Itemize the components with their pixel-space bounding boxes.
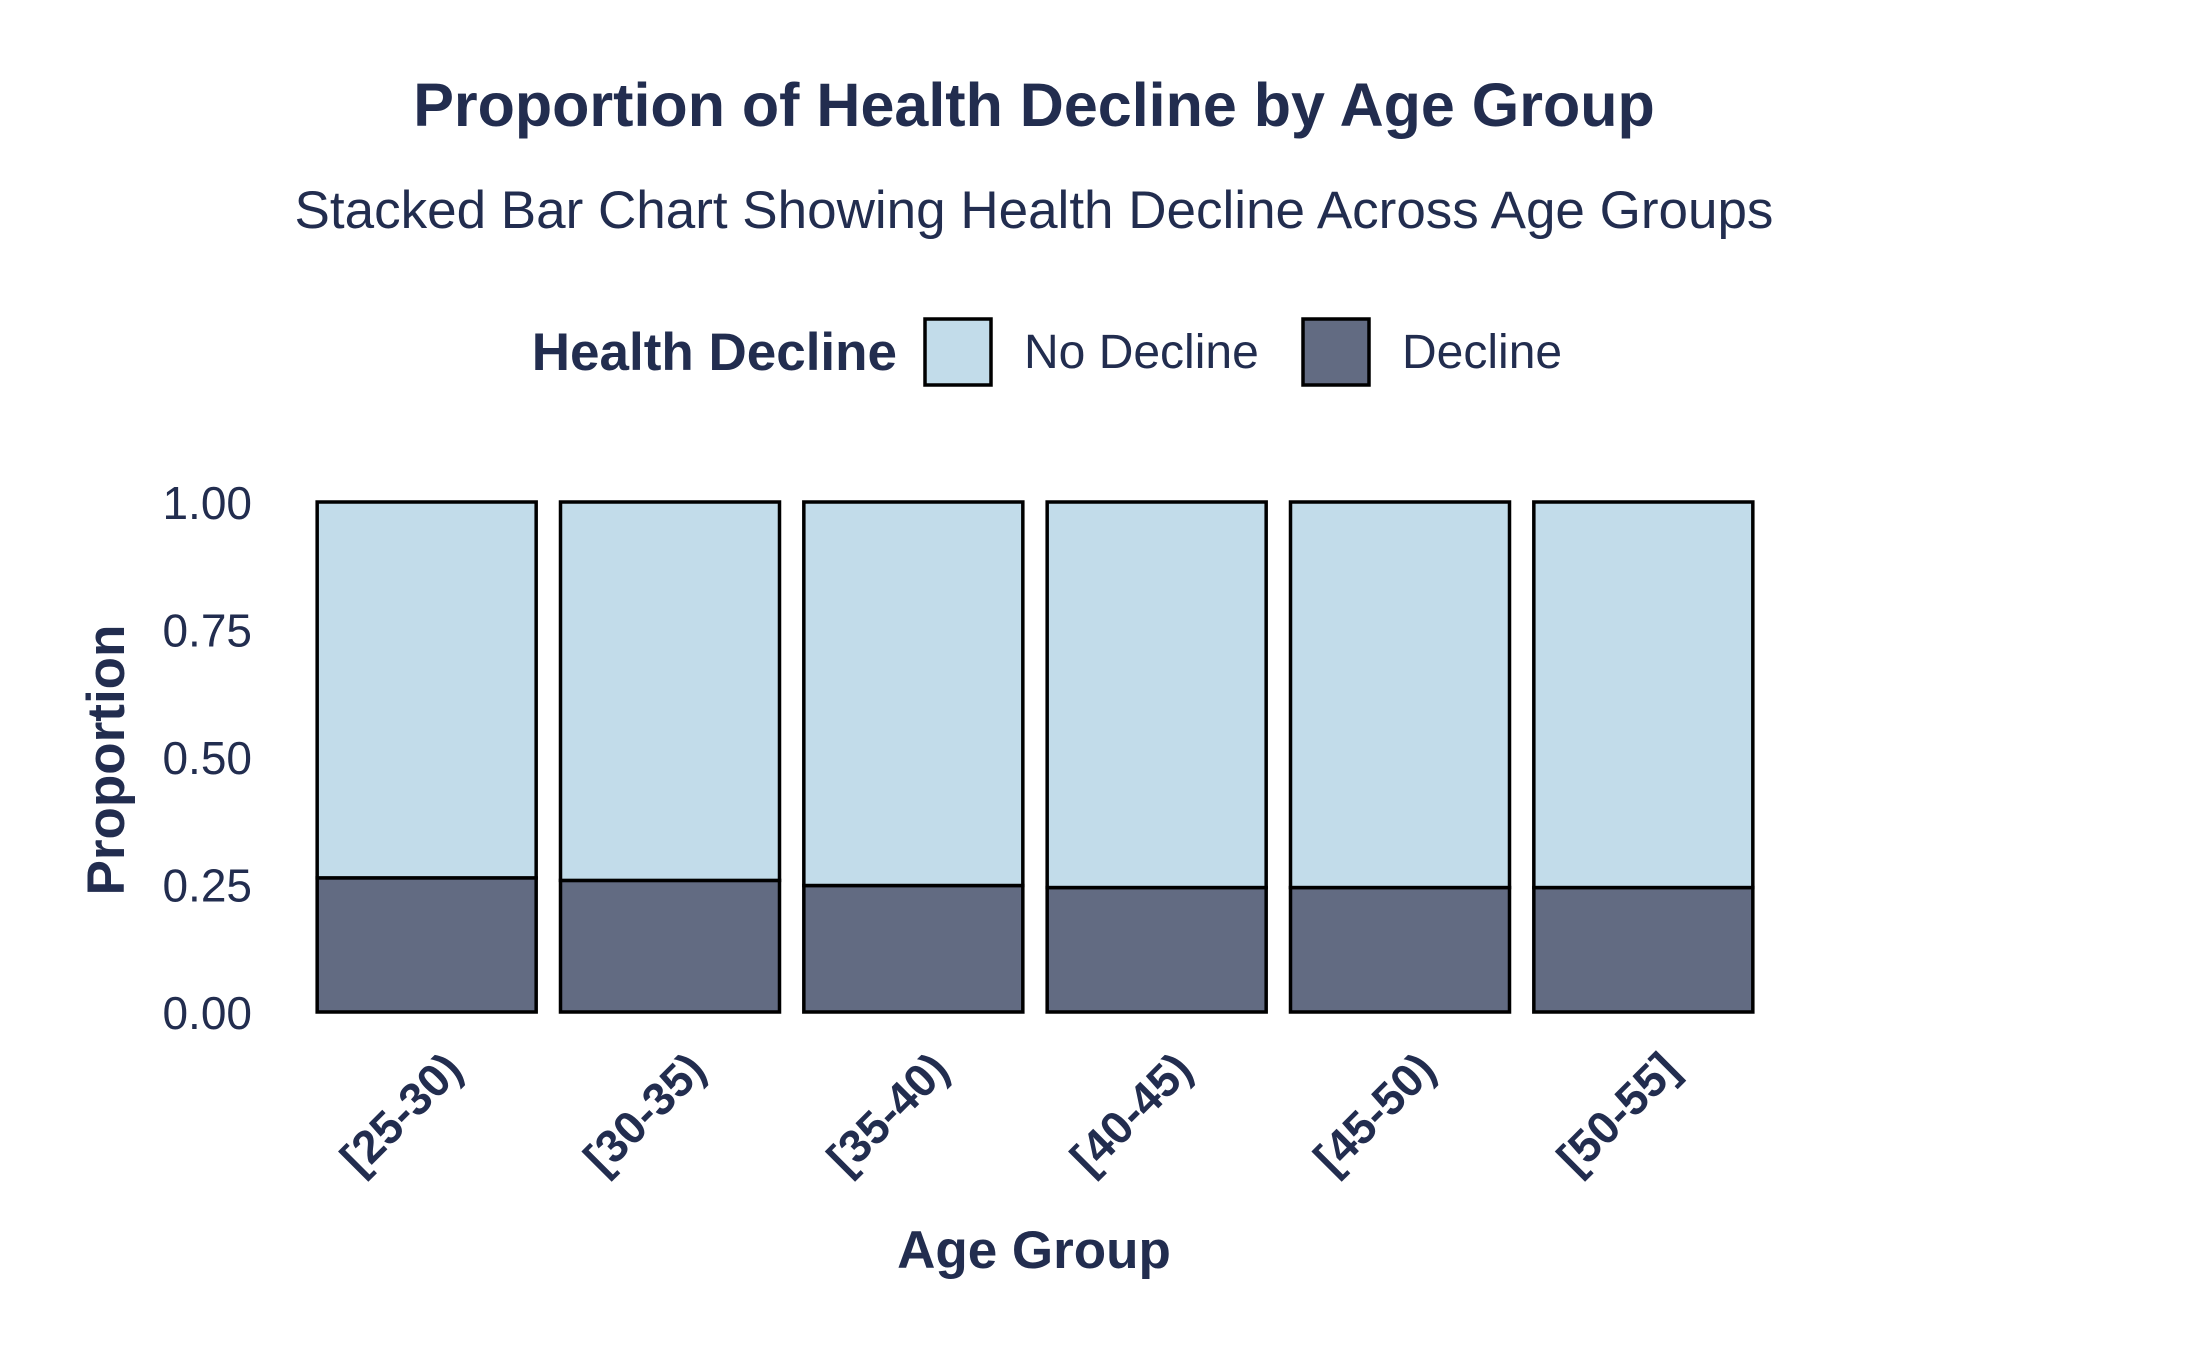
y-tick-label: 1.00	[162, 477, 252, 529]
bar-decline-3	[802, 883, 1025, 1014]
legend-title: Health Decline	[532, 323, 897, 382]
legend-swatch-no-decline	[923, 317, 993, 387]
bar-decline-2	[558, 878, 782, 1014]
x-tick-label: [50-55]	[1547, 1042, 1689, 1184]
bar-decline-1	[315, 876, 538, 1014]
y-tick-label: 0.50	[162, 732, 252, 784]
bars	[315, 500, 1755, 1014]
bar-decline-6	[1532, 885, 1755, 1014]
x-axis-ticks: [25-30) [30-35) [35-40) [40-45) [45-50) [50-5…	[330, 1042, 1688, 1184]
bar-no-decline-3	[802, 500, 1025, 888]
legend-label-decline: Decline	[1402, 326, 1562, 379]
bar-no-decline-6	[1532, 500, 1755, 890]
bar-no-decline-4	[1045, 500, 1268, 890]
chart-subtitle: Stacked Bar Chart Showing Health Decline…	[295, 181, 1774, 240]
legend-label-no-decline: No Decline	[1024, 326, 1259, 379]
bar-decline-5	[1288, 885, 1512, 1014]
y-tick-label: 0.25	[162, 860, 252, 912]
x-tick-label: [40-45)	[1060, 1042, 1202, 1184]
x-tick-label: [35-40)	[817, 1042, 959, 1184]
plot-area: 0.00 0.25 0.50 0.75 1.00 [25-30) [30-35) [35-4…	[162, 477, 1755, 1184]
x-tick-label: [25-30)	[330, 1042, 472, 1184]
x-axis-label: Age Group	[897, 1221, 1171, 1280]
bar-no-decline-1	[315, 500, 538, 880]
y-tick-label: 0.00	[162, 987, 252, 1039]
chart-title: Proportion of Health Decline by Age Grou…	[413, 71, 1655, 139]
bar-no-decline-2	[558, 500, 782, 883]
y-axis-ticks: 0.00 0.25 0.50 0.75 1.00	[162, 477, 252, 1039]
bar-no-decline-5	[1288, 500, 1512, 890]
legend-swatch-decline	[1301, 317, 1371, 387]
x-tick-label: [45-50)	[1303, 1042, 1445, 1184]
bar-decline-4	[1045, 885, 1268, 1014]
legend-items: No Decline Decline	[923, 317, 1562, 387]
x-tick-label: [30-35)	[573, 1042, 715, 1184]
y-axis-label: Proportion	[77, 625, 136, 896]
y-tick-label: 0.75	[162, 605, 252, 657]
legend: Health Decline No Decline Decline	[532, 317, 1562, 387]
